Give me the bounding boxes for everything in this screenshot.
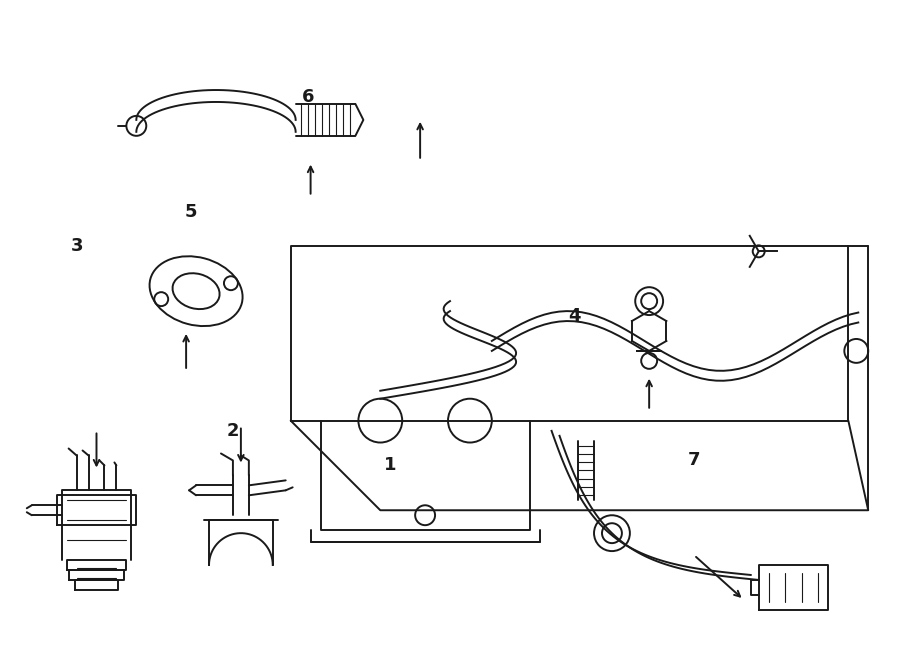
Text: 3: 3	[70, 237, 83, 255]
Text: 6: 6	[302, 88, 315, 106]
Text: 4: 4	[568, 307, 580, 325]
Text: 2: 2	[227, 422, 239, 440]
Text: 1: 1	[384, 457, 397, 475]
Text: 7: 7	[688, 451, 700, 469]
Text: 5: 5	[184, 202, 197, 221]
